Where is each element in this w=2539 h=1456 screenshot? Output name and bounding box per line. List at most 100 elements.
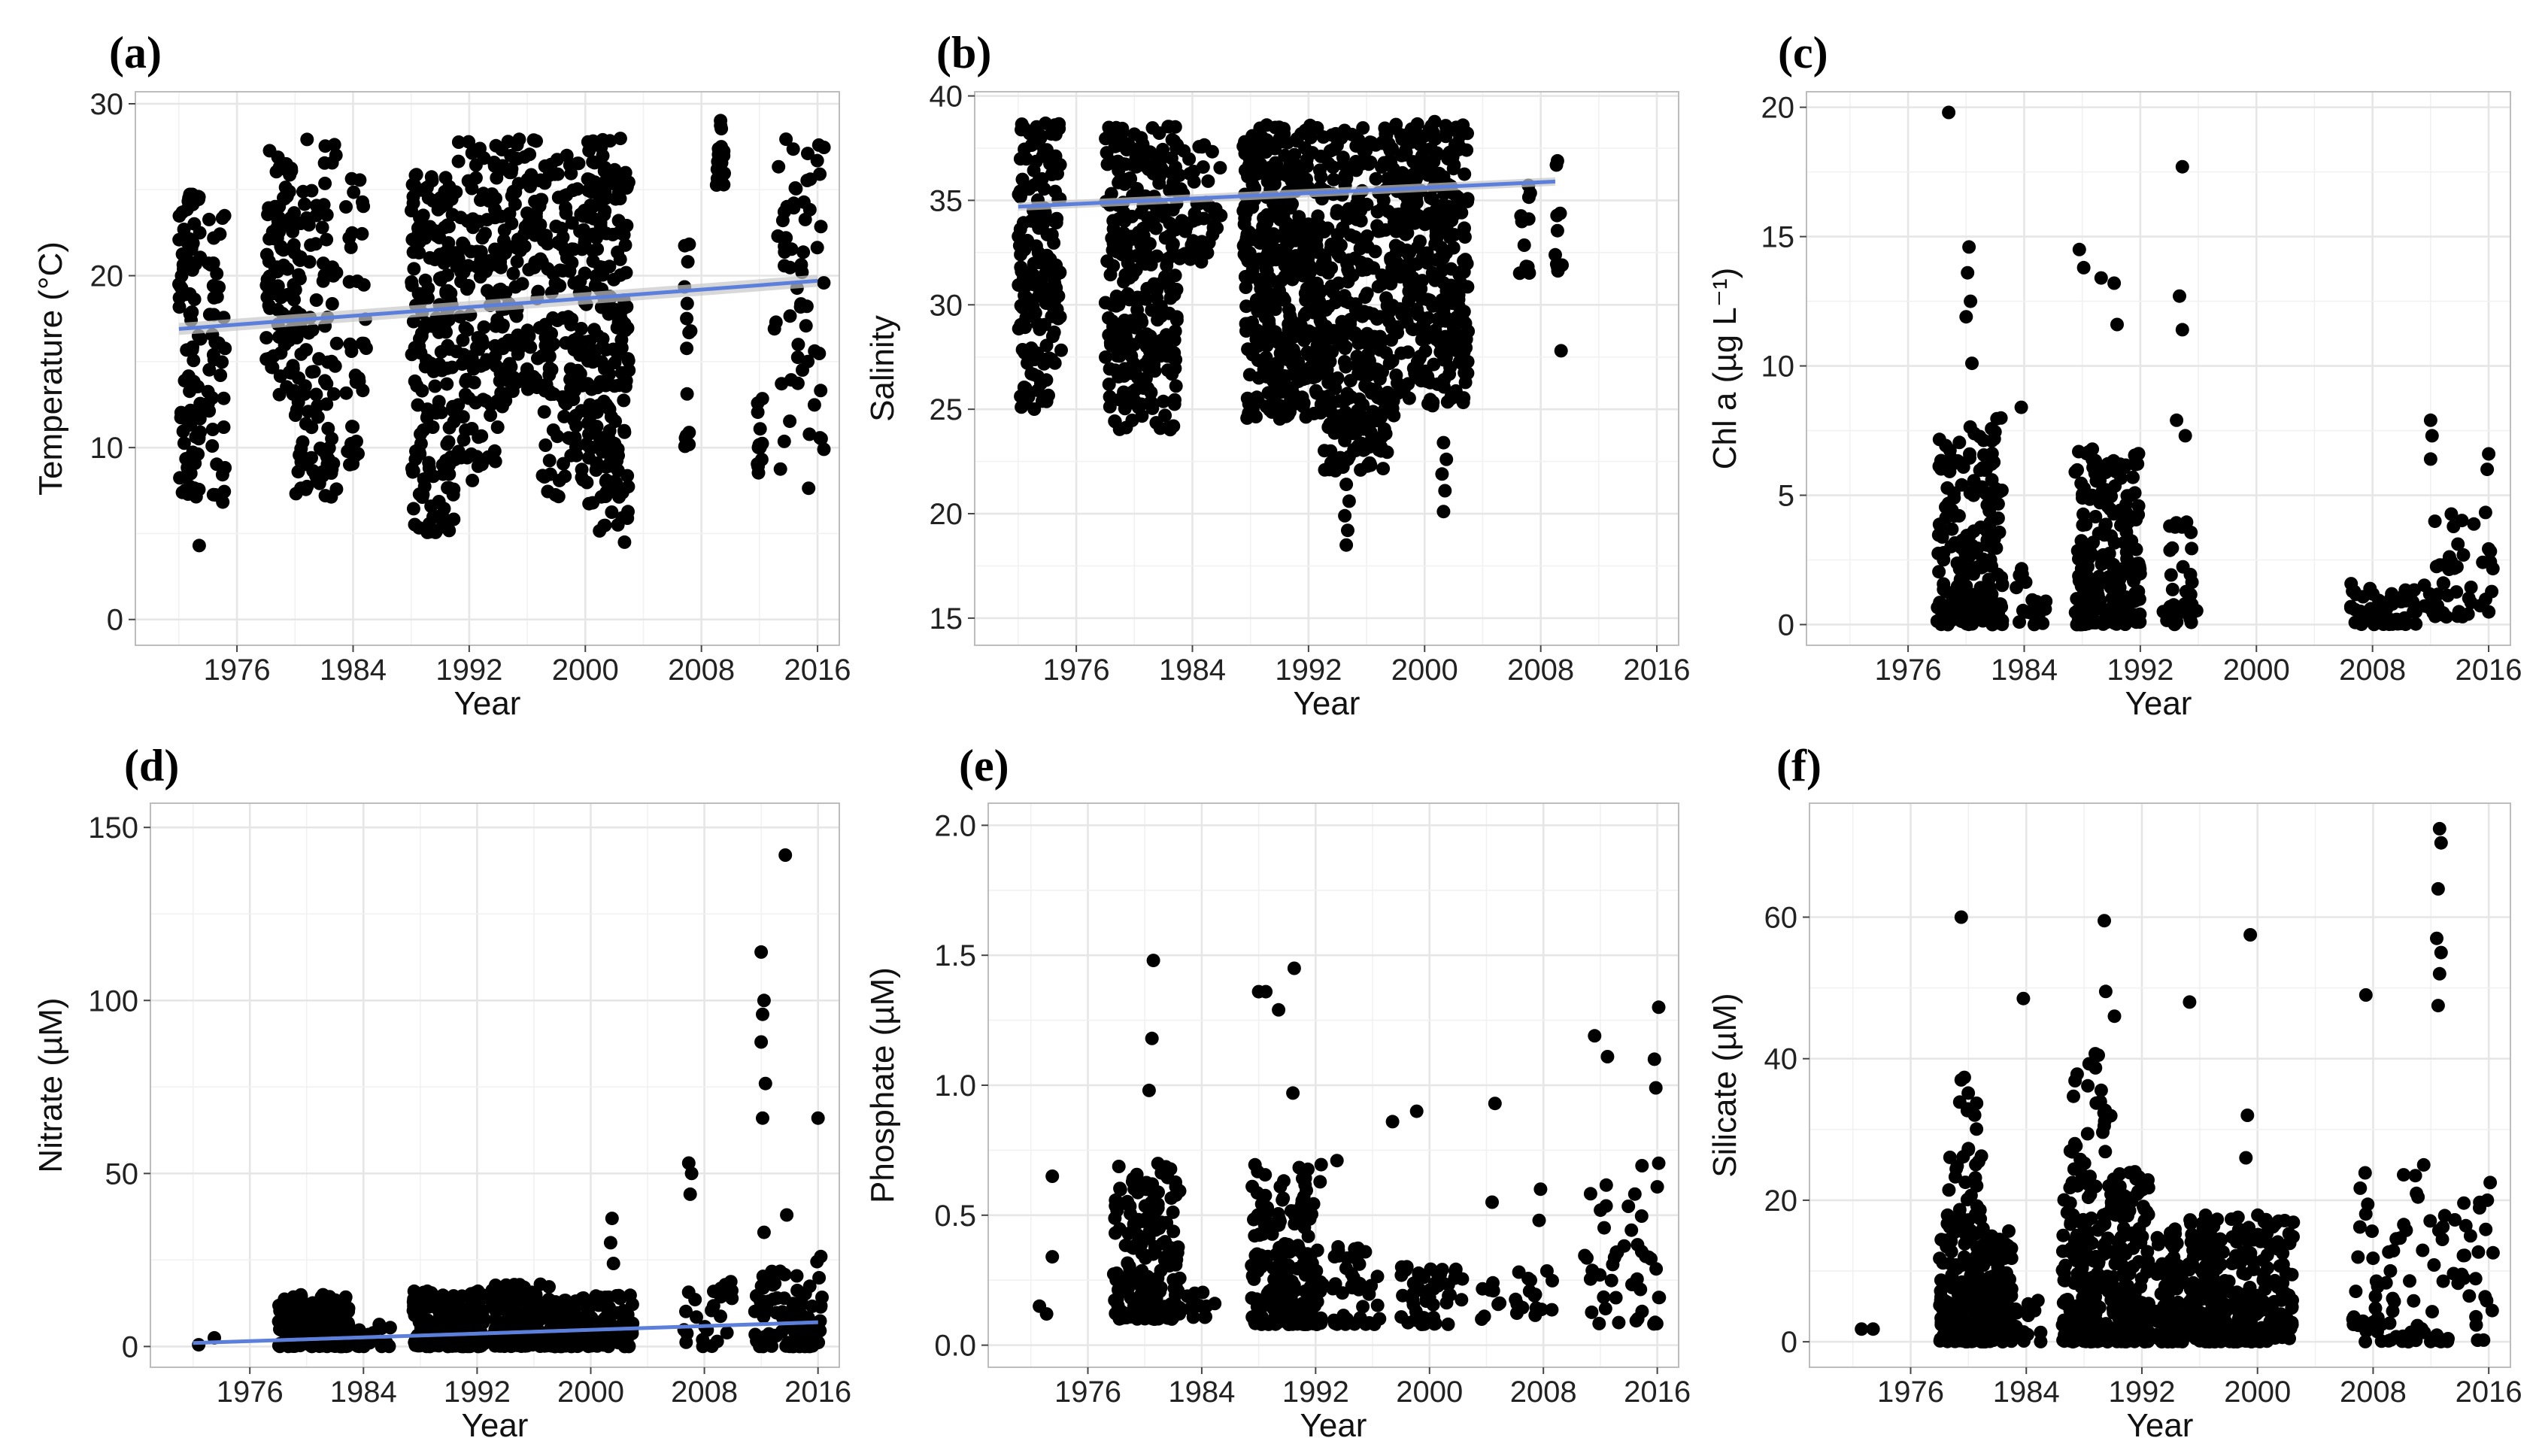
chart-0-point: [180, 343, 194, 357]
chart-2-point: [1958, 568, 1973, 582]
chart-0-point: [579, 335, 593, 349]
chart-2-grid: [1806, 92, 2510, 645]
chart-3-point: [423, 1339, 437, 1353]
chart-1-point: [1324, 261, 1339, 275]
chart-2-point: [2072, 444, 2085, 459]
panel-d-label: (d): [124, 741, 179, 790]
chart-0-point: [775, 214, 790, 228]
chart-2-x-tick-label: 1992: [2107, 654, 2173, 687]
chart-0-point: [218, 461, 232, 475]
chart-0-point: [681, 255, 695, 269]
chart-0-point: [412, 246, 426, 260]
chart-2-y-tick-label: 15: [1761, 221, 1795, 254]
chart-0-point: [588, 344, 602, 358]
chart-2-point: [1940, 584, 1954, 599]
chart-3-y-tick-label: 50: [105, 1157, 139, 1191]
chart-0-point: [542, 368, 557, 382]
chart-2-point: [2462, 591, 2476, 605]
chart-1-point: [1339, 538, 1354, 552]
chart-2-point: [2013, 615, 2026, 629]
chart-2-point: [1952, 508, 1966, 523]
chart-1-point: [1012, 278, 1026, 292]
chart-1-point: [1387, 408, 1401, 423]
chart-3-y-tick-label: 0: [122, 1330, 138, 1363]
chart-2-y-axis-title: Chl a (µg L⁻¹): [1706, 268, 1743, 470]
chart-1-point: [1550, 223, 1564, 238]
chart-0-point: [456, 410, 470, 424]
chart-2-point: [2431, 599, 2445, 613]
chart-0-point: [590, 457, 604, 472]
chart-1-point: [1173, 182, 1188, 196]
chart-2-x-tick-label: 2008: [2339, 654, 2406, 687]
chart-1-point: [1337, 355, 1351, 369]
chart-0-point: [621, 505, 635, 519]
chart-4-point: [1151, 1284, 1166, 1297]
chart-0-x-axis-title: Year: [454, 685, 521, 722]
chart-0-point: [711, 154, 725, 168]
chart-3-point: [424, 1286, 438, 1300]
chart-0-point: [603, 134, 617, 148]
chart-4-point: [1113, 1303, 1127, 1318]
chart-2-point: [2175, 520, 2189, 534]
chart-1-point: [1112, 175, 1126, 190]
chart-0-point: [344, 442, 359, 457]
chart-1-point: [1364, 135, 1379, 150]
chart-0-point: [175, 485, 190, 499]
chart-1-point: [1172, 168, 1187, 183]
chart-3-point: [475, 1315, 489, 1329]
chart-1-point: [1371, 224, 1385, 238]
chart-2-point: [1967, 544, 1982, 558]
chart-1-point: [1125, 209, 1139, 223]
chart-2-point: [1959, 579, 1973, 593]
chart-1-point: [1302, 324, 1316, 338]
chart-3-point: [460, 1339, 475, 1354]
chart-0-point: [620, 299, 634, 314]
chart-2-point: [2452, 605, 2466, 619]
chart-3-point: [486, 1336, 500, 1350]
chart-1-point: [1342, 494, 1356, 508]
chart-0-point: [187, 217, 202, 231]
chart-0-point: [339, 386, 353, 400]
chart-0-point: [286, 359, 300, 373]
chart-2-point: [1950, 556, 1964, 570]
chart-0-point: [208, 335, 223, 350]
chart-3-point: [617, 1303, 631, 1318]
chart-0-point: [191, 447, 205, 461]
chart-1-point: [1304, 275, 1318, 289]
chart-2-point: [2082, 444, 2096, 459]
chart-2-point: [2074, 476, 2089, 490]
chart-0-point: [329, 148, 343, 162]
chart-0-point: [449, 185, 463, 199]
chart-2-point: [2119, 497, 2133, 511]
chart-2-point: [1964, 294, 1978, 308]
chart-0-point: [810, 153, 824, 168]
chart-3-point: [598, 1312, 612, 1326]
chart-2-point: [1976, 433, 1991, 447]
chart-2-x-tick-label: 2016: [2456, 654, 2522, 687]
chart-1-y-tick-label: 15: [930, 602, 963, 635]
chart-1-point: [1350, 442, 1364, 457]
chart-4-point: [1173, 1301, 1188, 1315]
chart-0-point: [217, 420, 231, 434]
chart-0-point: [207, 290, 221, 305]
chart-0-point: [457, 347, 471, 362]
chart-1-point: [1054, 343, 1068, 357]
chart-2-point: [2176, 560, 2190, 574]
chart-2-point: [2120, 552, 2134, 566]
chart-0-point: [478, 226, 492, 241]
chart-0-point: [406, 314, 420, 329]
chart-2-point: [2070, 592, 2084, 606]
chart-4-point: [1145, 1177, 1160, 1191]
chart-4-point: [1135, 1263, 1149, 1278]
chart-1-point: [1350, 197, 1364, 211]
chart-0-point: [474, 359, 488, 373]
chart-1-point: [1424, 119, 1439, 133]
chart-0-point: [315, 220, 329, 235]
chart-0-point: [560, 148, 574, 162]
chart-4-point: [1166, 1205, 1180, 1219]
chart-1-point: [1371, 280, 1385, 294]
chart-3-point: [533, 1277, 548, 1291]
chart-1-point: [1399, 307, 1413, 321]
chart-0-point: [614, 332, 629, 347]
